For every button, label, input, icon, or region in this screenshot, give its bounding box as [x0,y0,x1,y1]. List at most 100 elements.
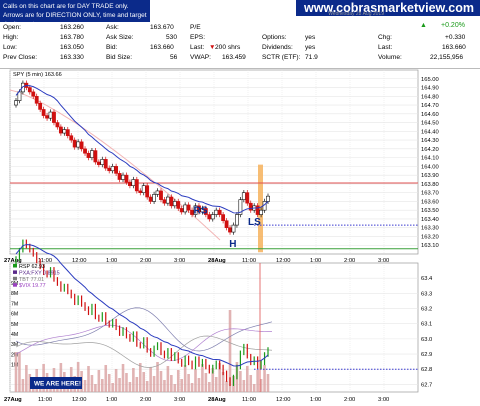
candle-body [65,129,70,137]
candle-body [121,174,125,180]
volume-bar [159,371,163,392]
volume-bar [187,374,190,392]
candle-body [93,150,98,163]
rsp-x-tick: 12:00 [72,397,87,403]
candle-body [110,166,115,172]
price-tick-label: 163.10 [421,243,439,249]
candle-body [34,95,39,104]
rsp-tick-label: 63.3 [421,291,432,297]
candle-body [62,129,67,134]
price-tick-label: 164.90 [421,86,439,92]
volume-bar [21,379,25,392]
pattern-label-h: H [229,239,236,250]
volume-label: Volume: [378,54,402,61]
price-tick-label: 163.30 [421,226,439,232]
volume-bar [221,372,225,392]
volume-bar [28,374,32,392]
chg-value: +0.330 [445,34,466,41]
last-arrow-icon: ▼ [209,44,216,51]
price-moving-average [15,85,269,214]
legend-entry: TBT 77.01 [19,277,44,283]
volume-bar [208,382,211,392]
high-label: High: [3,34,19,41]
volume-bar [14,352,18,392]
site-banner[interactable]: www.cobrasmarketview.com [296,0,480,16]
faint-date: Wednesday 28 Aug 2019 [328,11,384,17]
volume-bar [94,384,97,392]
candle-body [179,208,184,213]
volume-bar [214,377,218,392]
rsp-x-tick: 3:00 [378,397,389,403]
volume-bar [256,370,259,392]
last2-value: 163.660 [442,44,466,51]
candle-body [72,139,77,148]
volume-bar [163,380,166,392]
rsp-tick-label: 63.1 [421,322,432,328]
candle-body [124,174,129,183]
volume-bar [118,378,121,392]
volume-bar [145,381,149,392]
price-tick-label: 163.60 [421,199,439,205]
candle-body [203,208,208,215]
volume-bar [83,380,87,392]
price-tick-label: 164.60 [421,112,439,118]
candle-body [38,102,43,110]
volume-bar [242,380,246,392]
rsp-tick-label: 63.4 [421,276,433,282]
candle-body [159,190,163,200]
candle-body [241,192,246,200]
volume-bar [204,373,208,392]
chg-label: Chg: [378,34,392,41]
price-tick-label: 163.50 [421,208,439,214]
candle-body [83,148,87,154]
volume-value: 22,155,956 [430,54,464,61]
volume-bar [90,375,94,392]
volume-bar [121,364,125,392]
candle-body [55,122,60,128]
volume-bar [211,368,215,392]
volume-bar [183,365,187,392]
price-chart-title: SPY (5 min) 163.66 [13,72,62,78]
price-tick-label: 164.30 [421,138,439,144]
candle-body [86,152,91,158]
price-x-tick: 3:00 [174,258,185,264]
volume-bar [149,367,152,392]
volume-bar [135,377,139,392]
candle-body [103,159,108,169]
price-x-tick: 27Aug [4,258,22,264]
candle-body [221,214,226,222]
ask-label: Ask: [106,24,119,31]
rsp-moving-average [15,244,269,367]
price-x-tick: 11:00 [38,258,52,264]
volume-bar [114,369,118,392]
price-tick-label: 163.20 [421,234,439,240]
candle-body [138,190,143,193]
rsp-x-tick: 2:00 [140,397,151,403]
volume-bar [104,365,108,392]
price-tick-label: 164.50 [421,121,439,127]
last-label: Last: [190,44,205,51]
price-tick-label: 163.40 [421,217,439,223]
price-x-tick: 28Aug [208,258,226,264]
orange-highlight-bar [258,164,263,253]
volume-tick-label: 1M [11,363,18,369]
volume-bar [245,366,249,392]
price-x-tick: 3:00 [378,258,389,264]
candle-body [238,199,243,215]
volume-bar [152,376,156,392]
volume-bar [87,366,90,392]
price-tick-label: 165.00 [421,77,439,83]
we-are-here-badge [30,377,82,389]
volume-bar [228,310,232,392]
candle-body [266,195,270,202]
candle-body [52,111,56,123]
rsp-x-tick: 11:00 [242,397,256,403]
pattern-label-ls: LS [248,217,261,228]
volume-tick-label: 6M [11,312,18,318]
candle-body [134,179,139,192]
dividends-label: Dividends: [262,44,293,51]
dividends-value: yes [305,44,316,51]
price-x-tick: 11:00 [242,258,256,264]
candle-body [27,87,32,93]
